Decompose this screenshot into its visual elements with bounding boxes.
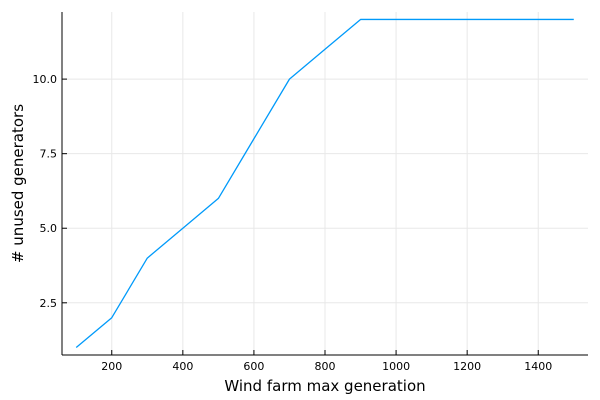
x-tick-label: 1000 xyxy=(382,360,410,373)
y-tick-label: 7.5 xyxy=(40,148,58,161)
x-tick-label: 600 xyxy=(243,360,264,373)
y-axis-title: # unused generators xyxy=(9,104,27,263)
x-axis-title: Wind farm max generation xyxy=(224,377,425,395)
ticks: 200 400 600 800 1000 1200 1400 2.5 5.0 7.5 10.0 xyxy=(33,73,553,373)
series xyxy=(75,18,574,349)
y-tick-label: 2.5 xyxy=(40,297,58,310)
series-line xyxy=(75,18,574,349)
y-tick-label: 10.0 xyxy=(33,73,58,86)
y-tick-label: 5.0 xyxy=(40,222,58,235)
x-tick-label: 400 xyxy=(172,360,193,373)
grid xyxy=(62,12,588,355)
x-tick-label: 1200 xyxy=(453,360,481,373)
x-tick-label: 1400 xyxy=(524,360,552,373)
x-tick-label: 200 xyxy=(101,360,122,373)
x-tick-label: 800 xyxy=(315,360,336,373)
